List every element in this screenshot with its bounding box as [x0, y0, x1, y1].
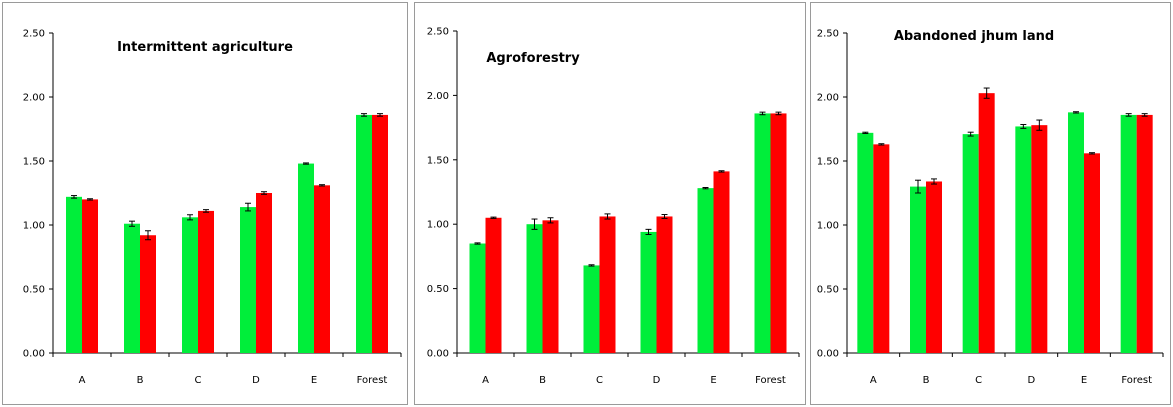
y-tick-label: 2.00 [23, 93, 45, 104]
x-tick-label: D [1027, 375, 1035, 386]
bar [372, 114, 388, 353]
x-tick-label: D [252, 375, 260, 386]
chart-svg: Agroforestry 0.00 0.50 1.00 1.50 2.00 2.50 A B C D… [427, 27, 800, 386]
bar [910, 186, 926, 353]
x-tick-label: D [653, 375, 661, 386]
y-tick-label: 0.00 [427, 349, 449, 360]
y-tick-label: 0.00 [23, 349, 45, 360]
y-tick-label: 0.50 [817, 285, 839, 296]
x-tick-label: C [596, 375, 603, 386]
bar [82, 199, 98, 353]
chart-svg: Intermittent agriculture 0.00 0.50 1.00 1.50… [23, 29, 402, 386]
bar [697, 188, 714, 353]
bar [182, 217, 198, 353]
x-tick-label: C [195, 375, 202, 386]
bar [1068, 112, 1084, 353]
y-tick-label: 0.50 [427, 284, 449, 295]
x-tick-label: E [1081, 375, 1087, 386]
y-tick-label: 0.00 [817, 349, 839, 360]
chart-title: Intermittent agriculture [117, 40, 293, 55]
chart-panel-abandoned-jhum-land: Abandoned jhum land 0.00 0.50 1.00 1.50 2.00 2… [810, 2, 1171, 405]
x-tick-label: B [539, 375, 546, 386]
bar [66, 196, 82, 353]
bar [978, 93, 995, 353]
x-tick-label: Forest [357, 375, 388, 386]
bar [124, 223, 140, 353]
bar [1015, 126, 1032, 353]
x-tick-label: Forest [1121, 375, 1152, 386]
bar [599, 216, 616, 353]
x-tick-label: A [482, 375, 489, 386]
x-tick-label: A [870, 375, 877, 386]
bar [754, 113, 771, 353]
y-tick-label: 1.50 [817, 157, 839, 168]
x-tick-label: B [137, 375, 144, 386]
bar [873, 144, 890, 353]
bar [1084, 153, 1100, 353]
y-tick-label: 0.50 [23, 285, 45, 296]
y-tick-label: 1.50 [23, 157, 45, 168]
bar [469, 243, 486, 353]
bar [198, 210, 214, 353]
y-tick-label: 2.50 [427, 27, 449, 38]
x-tick-label: B [923, 375, 930, 386]
bar [1120, 114, 1137, 353]
bar [770, 113, 787, 353]
bar [713, 171, 730, 353]
chart-svg: Abandoned jhum land 0.00 0.50 1.00 1.50 2.00 2… [817, 29, 1164, 386]
bar [140, 235, 156, 353]
bar [656, 216, 673, 353]
bar [1136, 114, 1153, 353]
chart-panel-agroforestry: Agroforestry 0.00 0.50 1.00 1.50 2.00 2.50 A B C D… [414, 2, 806, 405]
bar [857, 132, 874, 353]
bar [926, 181, 942, 353]
y-tick-label: 2.00 [817, 93, 839, 104]
y-tick-label: 1.00 [23, 221, 45, 232]
x-tick-label: E [710, 375, 716, 386]
y-tick-label: 1.00 [427, 220, 449, 231]
bar [298, 163, 314, 353]
bar [314, 185, 330, 353]
bar [583, 265, 600, 353]
chart-title: Agroforestry [486, 51, 580, 66]
bar [640, 231, 657, 353]
y-tick-label: 2.50 [817, 29, 839, 40]
y-tick-label: 1.50 [427, 155, 449, 166]
bar [962, 134, 979, 353]
y-tick-label: 2.00 [427, 91, 449, 102]
x-tick-label: C [975, 375, 982, 386]
bar [1031, 125, 1048, 353]
y-tick-label: 2.50 [23, 29, 45, 40]
chart-title: Abandoned jhum land [894, 29, 1054, 44]
bar [485, 217, 502, 353]
bar [256, 193, 272, 353]
bar [356, 114, 372, 353]
y-tick-label: 1.00 [817, 221, 839, 232]
chart-panel-intermittent-agriculture: Intermittent agriculture 0.00 0.50 1.00 1.50… [2, 2, 408, 405]
bar [542, 220, 559, 353]
x-tick-label: Forest [755, 375, 786, 386]
bar [526, 224, 543, 353]
x-tick-label: A [79, 375, 86, 386]
bar [240, 207, 256, 353]
x-tick-label: E [311, 375, 317, 386]
